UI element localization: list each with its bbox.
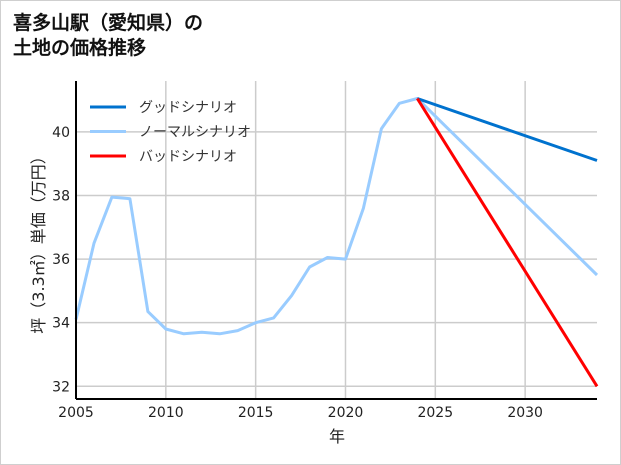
- x-tick-label: 2005: [58, 405, 94, 421]
- series-line-0: [416, 97, 598, 162]
- chart-title-line-1: 喜多山駅（愛知県）の: [13, 12, 204, 34]
- legend-label: バッドシナリオ: [139, 149, 237, 165]
- y-tick-label: 40: [52, 125, 70, 141]
- y-tick-label: 36: [52, 252, 70, 268]
- x-tick-label: 2025: [417, 405, 453, 421]
- legend-label: グッドシナリオ: [139, 100, 237, 116]
- x-tick-label: 2015: [238, 405, 274, 421]
- y-tick-label: 32: [52, 379, 70, 395]
- series-line-2: [416, 97, 599, 388]
- x-axis-label: 年: [329, 427, 345, 446]
- legend-label: ノーマルシナリオ: [139, 125, 251, 141]
- chart-title: 喜多山駅（愛知県）の 土地の価格推移: [13, 11, 203, 61]
- y-tick-label: 34: [52, 316, 70, 332]
- y-tick-label: 38: [52, 188, 70, 204]
- y-axis-label: 坪（3.3㎡）単価（万円）: [29, 148, 48, 333]
- series-line-1: [74, 97, 599, 336]
- x-tick-label: 2010: [148, 405, 184, 421]
- x-tick-label: 2020: [328, 405, 364, 421]
- chart-title-line-2: 土地の価格推移: [13, 37, 147, 59]
- x-tick-label: 2030: [507, 405, 543, 421]
